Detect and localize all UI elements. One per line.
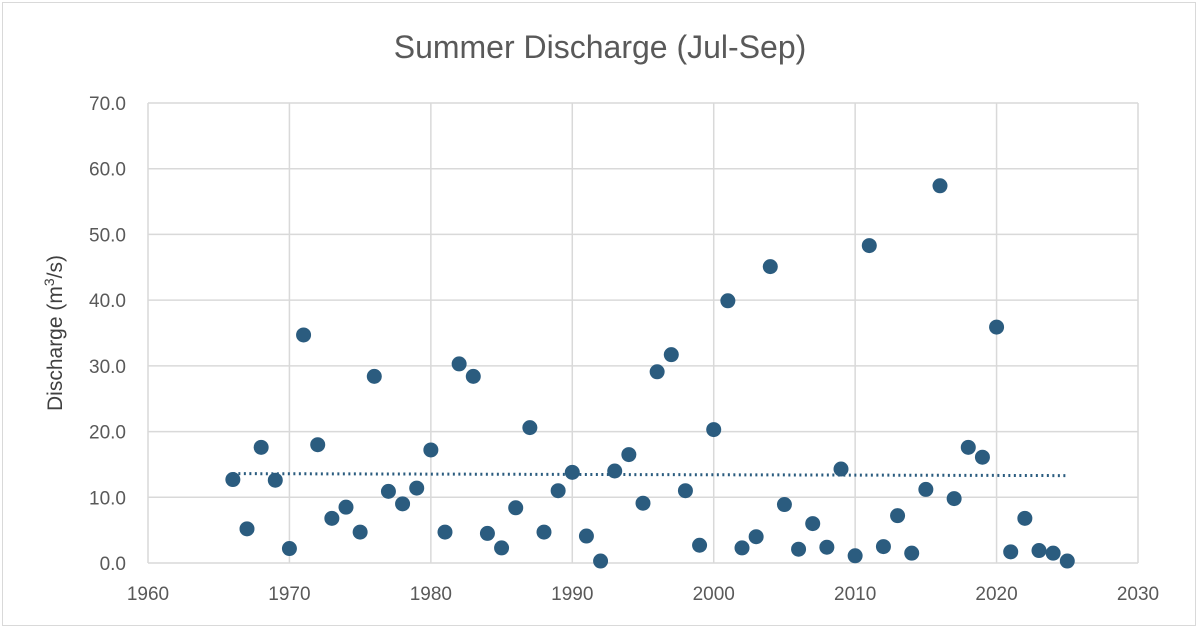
data-point xyxy=(522,420,538,436)
x-tick-label: 2020 xyxy=(975,584,1017,605)
data-point xyxy=(621,447,637,463)
data-point xyxy=(776,497,792,513)
data-point xyxy=(663,347,679,363)
data-point xyxy=(918,481,934,497)
data-point xyxy=(748,529,764,545)
x-tick-label: 1970 xyxy=(268,584,310,605)
data-point xyxy=(607,463,623,479)
data-point xyxy=(861,238,877,254)
y-axis-label: Discharge (m3/s) xyxy=(41,255,67,411)
data-point xyxy=(296,327,312,343)
data-point xyxy=(465,368,481,384)
data-point xyxy=(1017,510,1033,526)
data-point xyxy=(649,364,665,380)
data-point xyxy=(1059,553,1075,569)
data-point xyxy=(395,496,411,512)
data-point xyxy=(932,178,948,194)
data-point xyxy=(805,516,821,532)
data-point xyxy=(1045,545,1061,561)
data-point xyxy=(380,483,396,499)
data-point xyxy=(875,539,891,555)
data-point xyxy=(281,541,297,557)
data-point xyxy=(338,499,354,515)
data-point xyxy=(239,521,255,537)
data-point xyxy=(267,472,283,488)
y-tick-label: 0.0 xyxy=(100,554,126,575)
data-point xyxy=(734,540,750,556)
y-tick-label: 40.0 xyxy=(89,291,126,312)
data-point xyxy=(578,528,594,544)
y-tick-label: 10.0 xyxy=(89,488,126,509)
x-tick-label: 1960 xyxy=(127,584,169,605)
y-tick-label: 50.0 xyxy=(89,225,126,246)
data-point xyxy=(366,368,382,384)
data-point xyxy=(494,540,510,556)
data-point xyxy=(890,508,906,524)
data-point xyxy=(479,525,495,541)
y-tick-label: 60.0 xyxy=(89,160,126,181)
data-point xyxy=(904,545,920,561)
data-point xyxy=(692,537,708,553)
data-point xyxy=(437,524,453,540)
data-point xyxy=(833,461,849,477)
data-point xyxy=(593,553,609,569)
data-point xyxy=(409,480,425,496)
data-point xyxy=(1003,544,1019,560)
trendline xyxy=(232,472,1068,478)
data-point xyxy=(253,439,269,455)
data-point xyxy=(762,259,778,275)
data-point xyxy=(706,422,722,438)
x-tick-label: 2010 xyxy=(834,584,876,605)
data-point xyxy=(989,319,1005,335)
data-point xyxy=(819,539,835,555)
data-point xyxy=(720,293,736,309)
data-point xyxy=(423,442,439,458)
data-point xyxy=(1031,543,1047,559)
data-point xyxy=(451,356,467,372)
data-point xyxy=(635,495,651,511)
data-point xyxy=(847,548,863,564)
y-tick-label: 30.0 xyxy=(89,357,126,378)
x-tick-label: 2030 xyxy=(1117,584,1159,605)
data-point xyxy=(550,483,566,499)
y-tick-label: 70.0 xyxy=(89,94,126,115)
x-tick-label: 1990 xyxy=(551,584,593,605)
data-point xyxy=(564,464,580,480)
x-tick-label: 2000 xyxy=(693,584,735,605)
chart-title: Summer Discharge (Jul-Sep) xyxy=(394,29,807,65)
data-point xyxy=(974,449,990,465)
data-point xyxy=(310,437,326,453)
data-point xyxy=(946,491,962,507)
data-point xyxy=(536,524,552,540)
data-point xyxy=(324,510,340,526)
data-point xyxy=(960,439,976,455)
data-point xyxy=(225,472,241,488)
x-tick-label: 1980 xyxy=(410,584,452,605)
data-point xyxy=(508,500,524,516)
data-point xyxy=(791,541,807,557)
y-tick-label: 20.0 xyxy=(89,423,126,444)
data-point xyxy=(677,483,693,499)
data-point xyxy=(352,524,368,540)
